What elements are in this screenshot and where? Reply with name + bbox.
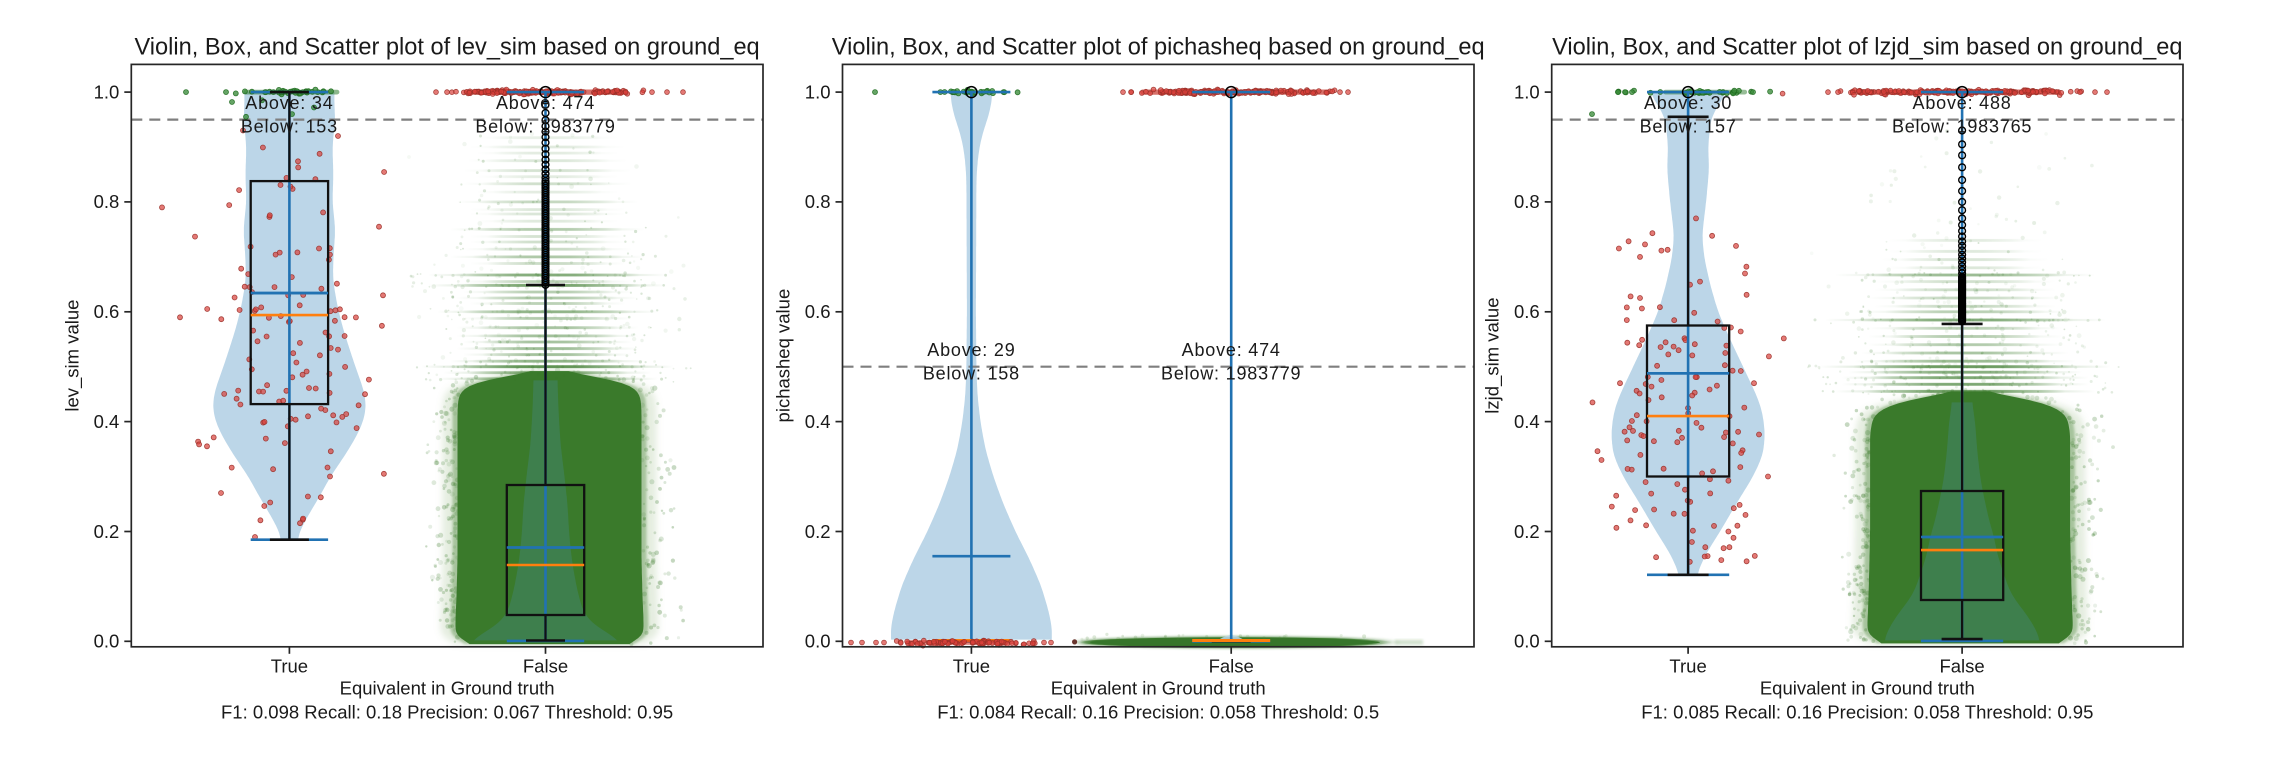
svg-text:0.6: 0.6 (805, 301, 831, 322)
svg-text:Below: 153: Below: 153 (241, 117, 338, 137)
svg-text:False: False (1209, 655, 1254, 676)
svg-text:True: True (1669, 655, 1706, 676)
svg-text:Above: 34: Above: 34 (245, 93, 333, 113)
svg-text:True: True (953, 655, 990, 676)
svg-text:lev_sim value: lev_sim value (61, 300, 83, 412)
svg-text:0.2: 0.2 (1514, 521, 1540, 542)
svg-text:0.6: 0.6 (1514, 301, 1540, 322)
svg-text:pichasheq value: pichasheq value (773, 289, 794, 423)
svg-text:0.4: 0.4 (805, 411, 831, 432)
svg-text:Violin, Box, and Scatter plot: Violin, Box, and Scatter plot of pichash… (832, 35, 1485, 61)
svg-text:Violin, Box, and Scatter plot: Violin, Box, and Scatter plot of lzjd_si… (1552, 35, 2182, 61)
svg-text:0.4: 0.4 (1514, 411, 1540, 432)
svg-text:Above: 488: Above: 488 (1913, 93, 2012, 113)
svg-text:lzjd_sim value: lzjd_sim value (1482, 298, 1504, 414)
svg-text:0.8: 0.8 (1514, 191, 1540, 212)
svg-text:Below: 1983779: Below: 1983779 (475, 117, 615, 137)
svg-text:0.8: 0.8 (94, 191, 120, 212)
svg-text:0.6: 0.6 (94, 301, 120, 322)
svg-text:0.0: 0.0 (805, 631, 831, 652)
svg-text:0.4: 0.4 (94, 411, 120, 432)
svg-text:Equivalent in Ground truth: Equivalent in Ground truth (1051, 677, 1266, 698)
svg-text:0.0: 0.0 (1514, 631, 1540, 652)
svg-text:True: True (271, 655, 308, 676)
svg-text:1.0: 1.0 (805, 81, 831, 102)
svg-text:False: False (1939, 655, 1984, 676)
svg-text:False: False (523, 655, 568, 676)
svg-text:Above: 29: Above: 29 (927, 340, 1015, 360)
svg-text:Below: 157: Below: 157 (1640, 117, 1737, 137)
svg-text:Above: 474: Above: 474 (1182, 340, 1281, 360)
svg-text:Below: 158: Below: 158 (923, 364, 1020, 384)
svg-text:Above: 474: Above: 474 (496, 93, 595, 113)
svg-text:1.0: 1.0 (1514, 81, 1540, 102)
svg-text:Below: 1983779: Below: 1983779 (1161, 364, 1301, 384)
svg-text:0.8: 0.8 (805, 191, 831, 212)
svg-text:0.2: 0.2 (94, 521, 120, 542)
svg-text:Violin, Box, and Scatter plot: Violin, Box, and Scatter plot of lev_sim… (134, 35, 759, 61)
svg-text:Equivalent in Ground truth: Equivalent in Ground truth (340, 677, 555, 698)
svg-text:1.0: 1.0 (94, 81, 120, 102)
svg-text:Below: 1983765: Below: 1983765 (1892, 117, 2032, 137)
svg-text:Above: 30: Above: 30 (1644, 93, 1732, 113)
svg-text:0.0: 0.0 (94, 631, 120, 652)
svg-text:F1: 0.084 Recall: 0.16 Precisi: F1: 0.084 Recall: 0.16 Precision: 0.058 … (937, 701, 1379, 722)
svg-text:F1: 0.085 Recall: 0.16 Precisi: F1: 0.085 Recall: 0.16 Precision: 0.058 … (1641, 701, 2093, 722)
svg-text:0.2: 0.2 (805, 521, 831, 542)
svg-text:Equivalent in Ground truth: Equivalent in Ground truth (1760, 677, 1975, 698)
svg-text:F1: 0.098 Recall: 0.18 Precisi: F1: 0.098 Recall: 0.18 Precision: 0.067 … (221, 701, 673, 722)
